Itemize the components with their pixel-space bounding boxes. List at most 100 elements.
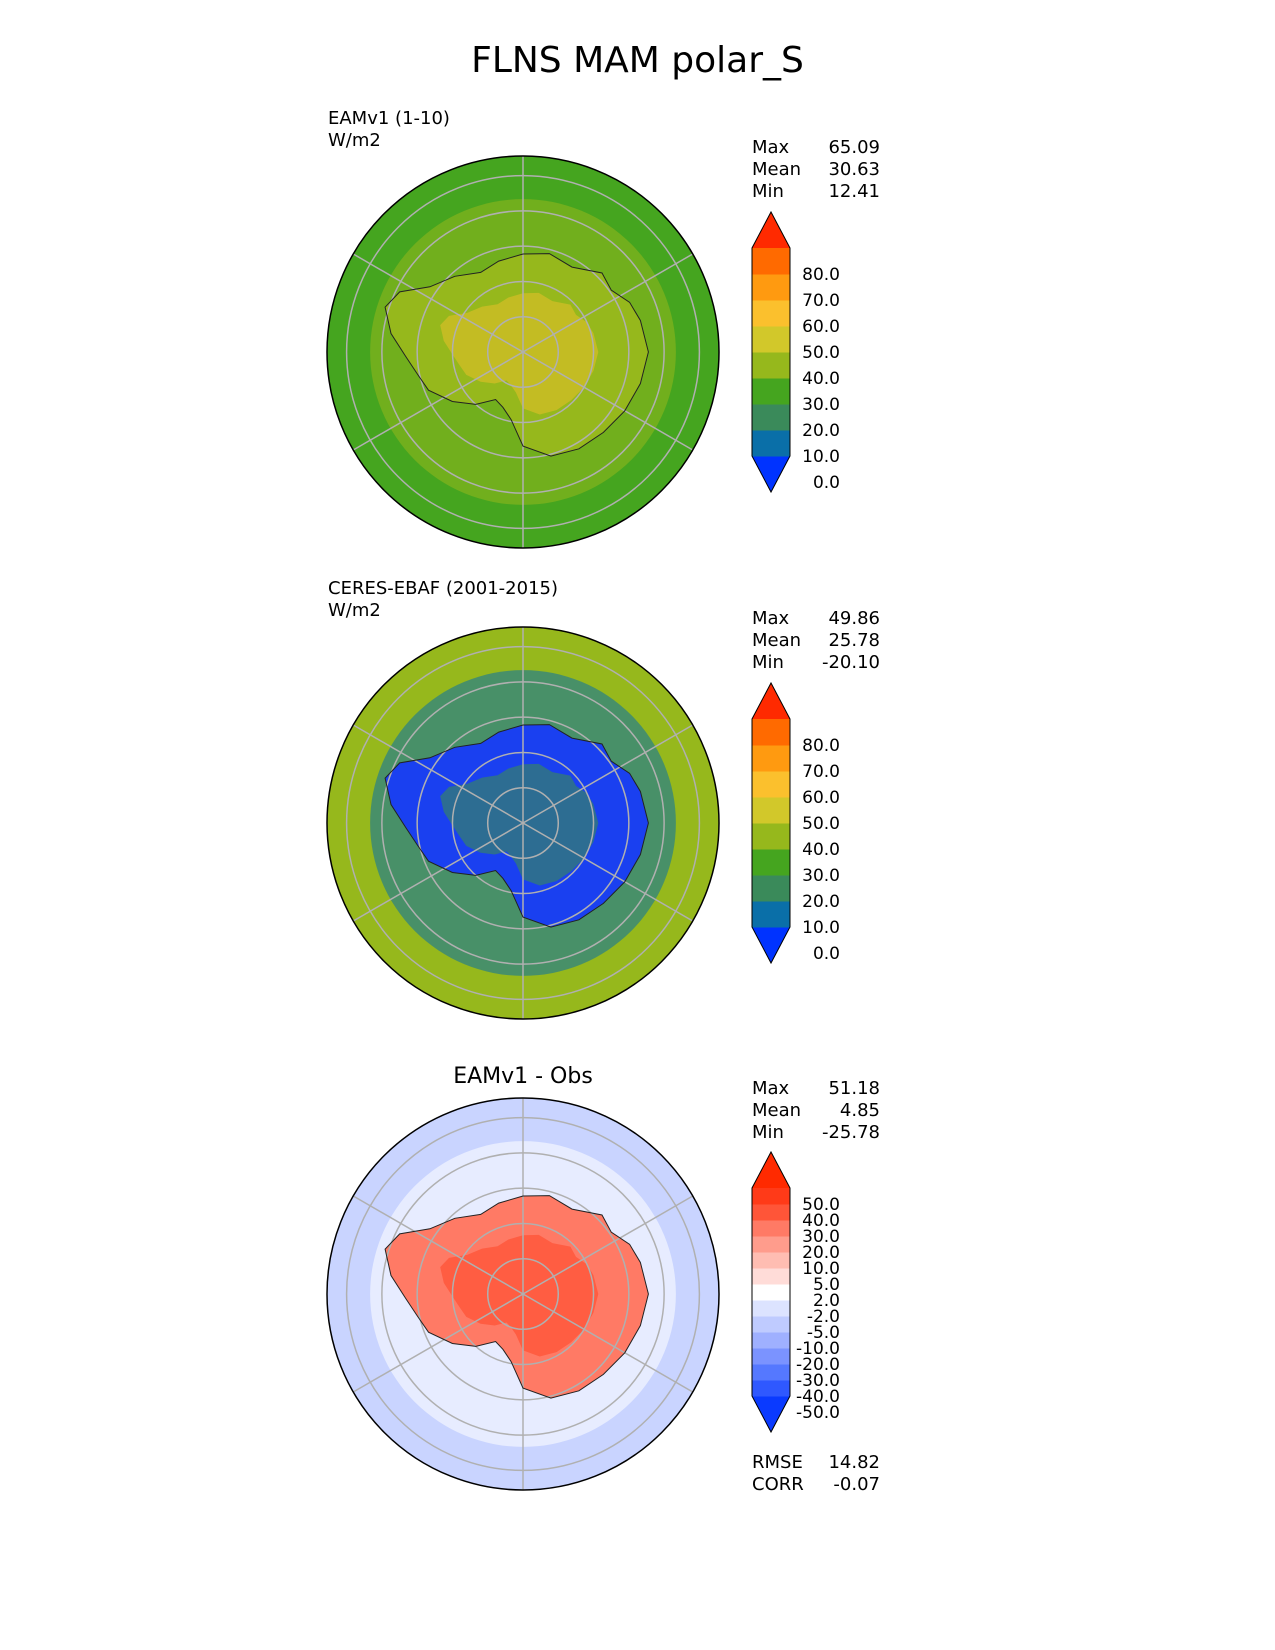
longitude-gridline	[522, 822, 694, 922]
colorbar-tick-label: -50.0	[796, 1403, 840, 1423]
map-boundary	[326, 155, 720, 549]
panel-1-stats: Max 65.09 Mean 30.63 Min 12.41	[752, 137, 880, 203]
panel-1-model-name: EAMv1 (1-10)	[328, 108, 450, 129]
colorbar-tick-label: 20.0	[802, 421, 840, 441]
panel-1-polar-map	[326, 155, 720, 549]
colorbar-tick-label: 20.0	[802, 1243, 840, 1263]
colorbar-segment	[752, 1220, 790, 1237]
stat-label: RMSE	[752, 1452, 803, 1473]
colorbar-extend-max	[752, 212, 790, 248]
panel-2-colorbar: 80.0 70.0 60.0 50.0 40.0 30.0 20.0 10.0 0.0	[751, 681, 840, 965]
colorbar-tick-label: 30.0	[802, 395, 840, 415]
colorbar-segment	[752, 1380, 790, 1397]
stat-value: 12.41	[828, 181, 880, 202]
stat-value: 14.82	[828, 1452, 880, 1473]
colorbar-tick-label: -40.0	[796, 1387, 840, 1407]
stat-value: -20.10	[821, 652, 880, 673]
colorbar-segment	[752, 823, 790, 850]
longitude-gridline	[352, 253, 524, 353]
stat-label: Min	[752, 652, 784, 673]
figure-title: FLNS MAM polar_S	[471, 40, 804, 81]
panel-3-error-stats: RMSE 14.82 CORR -0.07	[752, 1452, 880, 1496]
colorbar-tick-label: 10.0	[802, 447, 840, 467]
stat-label: Max	[752, 137, 790, 158]
colorbar-segment	[752, 797, 790, 824]
colorbar-tick-label: 10.0	[802, 918, 840, 938]
colorbar-segment	[752, 1236, 790, 1253]
colorbar-segment	[752, 352, 790, 379]
colorbar-segment	[752, 1204, 790, 1221]
colorbar-tick-label: 40.0	[802, 369, 840, 389]
colorbar-segment	[752, 771, 790, 798]
colorbar-tick-label: 40.0	[802, 1211, 840, 1231]
colorbar-tick-label: 50.0	[802, 814, 840, 834]
colorbar-tick-label: 10.0	[802, 1259, 840, 1279]
colorbar-outline	[751, 681, 791, 965]
colorbar-segment	[752, 1284, 790, 1301]
map-boundary	[326, 626, 720, 1020]
colorbar-extend-max	[752, 683, 790, 719]
colorbar-tick-label: 50.0	[802, 1195, 840, 1215]
colorbar-segment	[752, 875, 790, 902]
colorbar-segment	[752, 901, 790, 928]
colorbar-tick-label: -10.0	[796, 1339, 840, 1359]
colorbar-tick-label: 80.0	[802, 265, 840, 285]
map-field	[327, 1098, 719, 1490]
panel-2-polar-map	[326, 626, 720, 1020]
colorbar-segment	[752, 1316, 790, 1333]
colorbar-segment	[752, 300, 790, 327]
longitude-gridline	[522, 351, 694, 451]
stat-value: -25.78	[821, 1122, 880, 1143]
colorbar-segment	[752, 326, 790, 353]
stat-value: 49.86	[828, 608, 880, 629]
map-field	[327, 627, 719, 1019]
stat-label: Mean	[752, 1100, 802, 1121]
colorbar-tick-label: 70.0	[802, 762, 840, 782]
colorbar-segment	[752, 274, 790, 301]
colorbar-segment	[752, 430, 790, 457]
colorbar-tick-label: 5.0	[813, 1275, 840, 1295]
longitude-gridline	[352, 1293, 524, 1393]
map-field	[327, 156, 719, 548]
colorbar-extend-max	[752, 1152, 790, 1188]
stat-value: 51.18	[828, 1078, 880, 1099]
colorbar-tick-label: 0.0	[813, 473, 840, 493]
colorbar-outline	[751, 1150, 791, 1434]
colorbar-segment	[752, 719, 790, 746]
stat-label: CORR	[752, 1474, 804, 1495]
colorbar-segment	[752, 248, 790, 275]
coastline	[384, 724, 649, 928]
colorbar-tick-label: 60.0	[802, 317, 840, 337]
stat-value: 30.63	[828, 159, 880, 180]
colorbar-segment	[752, 1268, 790, 1285]
colorbar-segment	[752, 745, 790, 772]
panel-2-units: W/m2	[328, 600, 381, 621]
stat-label: Max	[752, 608, 790, 629]
panel-2-stats: Max 49.86 Mean 25.78 Min -20.10	[752, 608, 880, 674]
colorbar-tick-label: 80.0	[802, 736, 840, 756]
stat-value: -0.07	[833, 1474, 880, 1495]
colorbar-tick-label: -2.0	[807, 1307, 840, 1327]
panel-2-obs-name: CERES-EBAF (2001-2015)	[328, 578, 559, 599]
longitude-gridline	[352, 724, 524, 824]
colorbar-segment	[752, 378, 790, 405]
colorbar-segment	[752, 1300, 790, 1317]
coastline	[384, 253, 649, 457]
panel-1-units: W/m2	[328, 130, 381, 151]
colorbar-tick-label: -20.0	[796, 1355, 840, 1375]
colorbar-tick-label: -30.0	[796, 1371, 840, 1391]
colorbar-segment	[752, 849, 790, 876]
longitude-gridline	[352, 822, 524, 922]
colorbar-tick-label: -5.0	[807, 1323, 840, 1343]
colorbar-segment	[752, 1332, 790, 1349]
stat-value: 25.78	[828, 630, 880, 651]
colorbar-extend-min	[752, 1396, 790, 1432]
panel-2-label: CERES-EBAF (2001-2015) W/m2	[328, 578, 558, 622]
stat-label: Max	[752, 1078, 790, 1099]
colorbar-tick-label: 60.0	[802, 788, 840, 808]
colorbar-tick-label: 2.0	[813, 1291, 840, 1311]
colorbar-tick-label: 70.0	[802, 291, 840, 311]
stat-label: Min	[752, 181, 784, 202]
colorbar-tick-label: 30.0	[802, 1227, 840, 1247]
colorbar-outline	[751, 210, 791, 494]
